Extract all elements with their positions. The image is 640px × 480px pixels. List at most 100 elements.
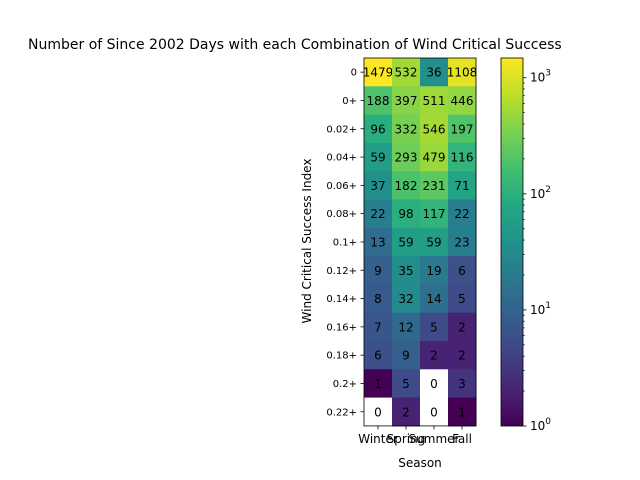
heatmap-cell — [392, 227, 421, 257]
cell-value-label: 8 — [374, 292, 382, 306]
x-axis-label: Season — [398, 456, 442, 470]
heatmap-cell — [420, 199, 449, 229]
y-tick-label: 0+ — [342, 96, 357, 107]
cell-value-label: 1 — [458, 405, 466, 419]
y-tick-label: 0.12+ — [326, 266, 357, 277]
cell-value-label: 2 — [458, 320, 466, 334]
cell-value-label: 35 — [398, 264, 413, 278]
heatmap-cell — [392, 142, 421, 172]
heatmap-cell — [392, 284, 421, 314]
heatmap-cell — [392, 199, 421, 229]
cell-value-label: 59 — [426, 235, 441, 249]
cell-value-label: 293 — [395, 151, 418, 165]
heatmap-cell — [448, 58, 477, 87]
cell-value-label: 188 — [367, 94, 390, 108]
heatmap-cell — [448, 227, 477, 257]
cell-value-label: 71 — [454, 179, 469, 193]
y-tick-label: 0 — [351, 68, 357, 79]
cell-value-label: 5 — [402, 377, 410, 391]
heatmap-cell — [448, 284, 477, 314]
x-tick-label: Summer — [409, 432, 460, 446]
cell-value-label: 2 — [402, 405, 410, 419]
cell-value-label: 1479 — [363, 66, 394, 80]
heatmap-cell — [392, 256, 421, 285]
cell-value-label: 9 — [402, 349, 410, 363]
heatmap-cell — [364, 114, 393, 144]
heatmap-cell — [364, 227, 393, 257]
heatmap-cell — [392, 341, 421, 370]
y-axis: 0 0+ 0.02+ 0.04+ 0.06+ 0.08+ 0.1+ 0.12+ 0.14+ 0.1… — [326, 68, 364, 418]
cell-value-label: 479 — [423, 151, 446, 165]
colorbar-tick-label: 100 — [530, 417, 551, 433]
y-tick-label: 0.06+ — [326, 181, 357, 192]
heatmap-cell — [364, 86, 393, 116]
cell-value-label: 182 — [395, 179, 418, 193]
cell-value-label: 546 — [423, 122, 446, 136]
cell-value-label: 14 — [426, 292, 441, 306]
heatmap-cell — [448, 199, 477, 229]
heatmap-cell — [364, 397, 393, 427]
heatmap-cell — [364, 256, 393, 285]
heatmap-cell — [364, 142, 393, 172]
y-tick-label: 0.16+ — [326, 322, 357, 333]
heatmap-cell — [420, 171, 449, 200]
cell-value-label: 5 — [430, 320, 438, 334]
cell-value-label: 511 — [423, 94, 446, 108]
heatmap-cell — [364, 341, 393, 370]
heatmap-cell — [448, 369, 477, 399]
heatmap-cell — [420, 312, 449, 342]
heatmap-cell — [420, 284, 449, 314]
cell-value-label: 5 — [458, 292, 466, 306]
heatmap-cell — [420, 397, 449, 427]
heatmap-cell — [448, 86, 477, 116]
heatmap-cell — [420, 256, 449, 285]
cell-value-label: 397 — [395, 94, 418, 108]
cell-value-label: 0 — [374, 405, 382, 419]
x-tick-label: Winter — [358, 432, 398, 446]
cell-value-label: 0 — [430, 377, 438, 391]
y-tick-label: 0.2+ — [333, 379, 357, 390]
heatmap-cell — [448, 142, 477, 172]
heatmap-cell — [420, 142, 449, 172]
heatmap-cell — [448, 341, 477, 370]
heatmap-cell — [392, 171, 421, 200]
cell-value-label: 116 — [451, 151, 474, 165]
x-tick-label: Spring — [387, 432, 426, 446]
cell-value-label: 23 — [454, 235, 469, 249]
colorbar-tick-label: 102 — [530, 185, 551, 201]
heatmap-cell — [392, 397, 421, 427]
cell-value-label: 6 — [374, 349, 382, 363]
y-tick-label: 0.18+ — [326, 351, 357, 362]
heatmap-cell — [420, 114, 449, 144]
cell-value-label: 332 — [395, 122, 418, 136]
colorbar-tick-label: 101 — [530, 301, 551, 317]
heatmap-cell — [420, 58, 449, 87]
cell-value-label: 37 — [370, 179, 385, 193]
cell-value-label: 59 — [370, 151, 385, 165]
heatmap-cell — [420, 86, 449, 116]
heatmap-cell — [392, 312, 421, 342]
cell-value-label: 2 — [458, 349, 466, 363]
cell-value-label: 3 — [458, 377, 466, 391]
heatmap-cell — [448, 256, 477, 285]
cell-value-label: 532 — [395, 66, 418, 80]
heatmap-cell — [448, 397, 477, 427]
cell-value-label: 446 — [451, 94, 474, 108]
cell-value-label: 1 — [374, 377, 382, 391]
heatmap-cell — [392, 58, 421, 87]
heatmap-cell — [392, 369, 421, 399]
heatmap-cell — [420, 341, 449, 370]
heatmap-cell — [448, 171, 477, 200]
y-tick-label: 0.14+ — [326, 294, 357, 305]
heatmap-cell — [364, 284, 393, 314]
cell-value-label: 9 — [374, 264, 382, 278]
y-tick-label: 0.08+ — [326, 209, 357, 220]
cell-value-label: 231 — [423, 179, 446, 193]
heatmap-cell — [392, 86, 421, 116]
heatmap-cell — [420, 369, 449, 399]
heatmap-cell — [364, 171, 393, 200]
cell-value-label: 2 — [430, 349, 438, 363]
